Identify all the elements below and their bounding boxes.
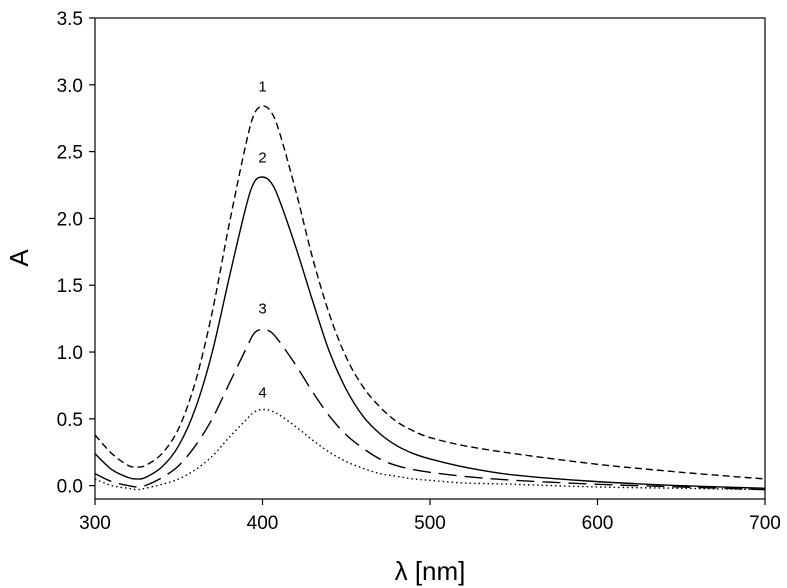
y-tick-label-0.5: 0.5 [57,410,83,431]
y-axis-ticks: 0.0 0.5 1.0 1.5 2.0 2.5 3.0 3.5 [57,9,95,498]
x-tick-label-400: 400 [247,513,279,534]
y-tick-label-3.5: 3.5 [57,9,83,30]
x-tick-label-700: 700 [749,513,781,534]
series-line-3 [94,328,766,491]
series-line-4 [94,408,766,491]
curve-label-3: 3 [258,300,266,317]
curve-labels: 1 2 3 4 [258,78,266,401]
y-tick-label-1.0: 1.0 [57,343,83,364]
y-tick-label-2.0: 2.0 [57,209,83,230]
x-tick-label-300: 300 [79,513,111,534]
x-tick-label-500: 500 [414,513,446,534]
y-tick-label-2.5: 2.5 [57,143,83,164]
x-axis-ticks: 300 400 500 600 700 [79,499,781,534]
y-axis-title: A [4,249,34,267]
curve-label-1: 1 [258,78,266,95]
x-axis-title: λ [nm] [395,556,466,586]
series-line-1 [94,105,766,480]
x-tick-label-600: 600 [582,513,614,534]
y-tick-label-0.0: 0.0 [57,477,83,498]
plot-frame [94,17,766,500]
series-line-2 [94,176,766,490]
y-tick-label-3.0: 3.0 [57,76,83,97]
curve-label-2: 2 [258,149,266,166]
series-layer [94,105,766,491]
y-tick-label-1.5: 1.5 [57,276,83,297]
curve-label-4: 4 [258,384,266,401]
